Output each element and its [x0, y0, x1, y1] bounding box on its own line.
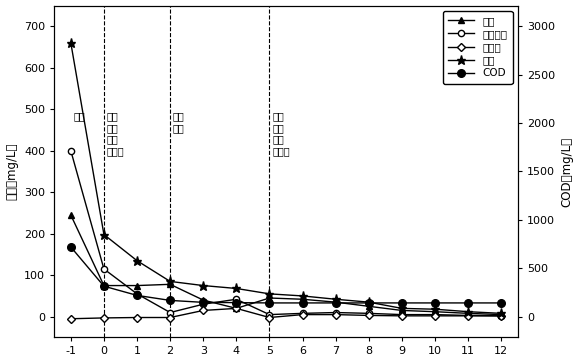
硒态氮 [266, 315, 273, 320]
亚硒态氮 [67, 148, 74, 153]
亚硒态氮 [299, 311, 306, 316]
COD [464, 301, 471, 305]
COD [299, 301, 306, 305]
氨氮 [67, 213, 74, 217]
COD [431, 301, 438, 305]
COD [398, 301, 405, 305]
Line: 氨氮: 氨氮 [68, 212, 504, 318]
硒态氮 [299, 312, 306, 317]
总氮 [200, 283, 207, 288]
硒态氮 [134, 315, 141, 320]
总氮 [134, 258, 141, 263]
氨氮 [299, 297, 306, 302]
氨氮 [365, 304, 372, 308]
亚硒态氮 [266, 312, 273, 317]
亚硒态氮 [200, 302, 207, 306]
COD [233, 300, 240, 305]
亚硒态氮 [100, 267, 107, 271]
亚硒态氮 [134, 292, 141, 296]
氨氮 [431, 310, 438, 314]
亚硒态氮 [365, 311, 372, 316]
亚硒态氮 [398, 312, 405, 317]
总氮 [431, 307, 438, 311]
氨氮 [200, 298, 207, 302]
COD [332, 301, 339, 305]
Text: 缺氧
搅拌
内源
反硒化: 缺氧 搅拌 内源 反硒化 [272, 111, 290, 156]
硒态氮 [398, 314, 405, 318]
Y-axis label: 氮素（mg/L）: 氮素（mg/L） [6, 143, 19, 200]
Text: 进水: 进水 [74, 111, 85, 121]
亚硒态氮 [431, 312, 438, 317]
氨氮 [464, 311, 471, 316]
亚硒态氮 [464, 313, 471, 317]
总氮 [67, 41, 74, 45]
亚硒态氮 [167, 310, 174, 315]
氨氮 [134, 283, 141, 288]
总氮 [332, 297, 339, 302]
COD [200, 300, 207, 304]
亚硒态氮 [498, 314, 505, 318]
总氮 [464, 310, 471, 314]
Line: 亚硒态氮: 亚硒态氮 [68, 148, 504, 319]
总氮 [100, 232, 107, 237]
COD [100, 284, 107, 289]
氨氮 [398, 308, 405, 313]
硒态氮 [365, 313, 372, 317]
总氮 [266, 292, 273, 296]
Text: 缺氧
搅拌
前置
反硒化: 缺氧 搅拌 前置 反硒化 [107, 111, 124, 156]
Legend: 氨氮, 亚硒态氮, 硒态氮, 总氮, COD: 氨氮, 亚硒态氮, 硒态氮, 总氮, COD [443, 11, 512, 84]
氨氮 [233, 306, 240, 311]
Line: 硒态氮: 硒态氮 [68, 305, 504, 322]
COD [67, 245, 74, 249]
总氮 [299, 294, 306, 298]
硒态氮 [431, 314, 438, 318]
氨氮 [266, 296, 273, 300]
COD [134, 293, 141, 298]
总氮 [167, 279, 174, 283]
Line: COD: COD [67, 243, 505, 307]
氨氮 [332, 300, 339, 304]
COD [266, 301, 273, 305]
硒态氮 [233, 306, 240, 311]
COD [365, 301, 372, 305]
硒态氮 [332, 312, 339, 317]
硒态氮 [67, 317, 74, 321]
COD [498, 301, 505, 305]
硒态氮 [464, 314, 471, 318]
氨氮 [498, 312, 505, 317]
总氮 [365, 300, 372, 304]
Text: 曝气
硒化: 曝气 硒化 [173, 111, 185, 133]
硒态氮 [167, 315, 174, 320]
总氮 [498, 311, 505, 316]
硒态氮 [200, 308, 207, 313]
氨氮 [100, 283, 107, 288]
COD [167, 298, 174, 303]
亚硒态氮 [233, 297, 240, 302]
亚硒态氮 [332, 310, 339, 315]
总氮 [398, 306, 405, 311]
硒态氮 [498, 314, 505, 318]
Y-axis label: COD（mg/L）: COD（mg/L） [560, 136, 573, 207]
硒态氮 [100, 316, 107, 320]
Line: 总氮: 总氮 [67, 38, 505, 318]
氨氮 [167, 282, 174, 286]
总氮 [233, 286, 240, 291]
